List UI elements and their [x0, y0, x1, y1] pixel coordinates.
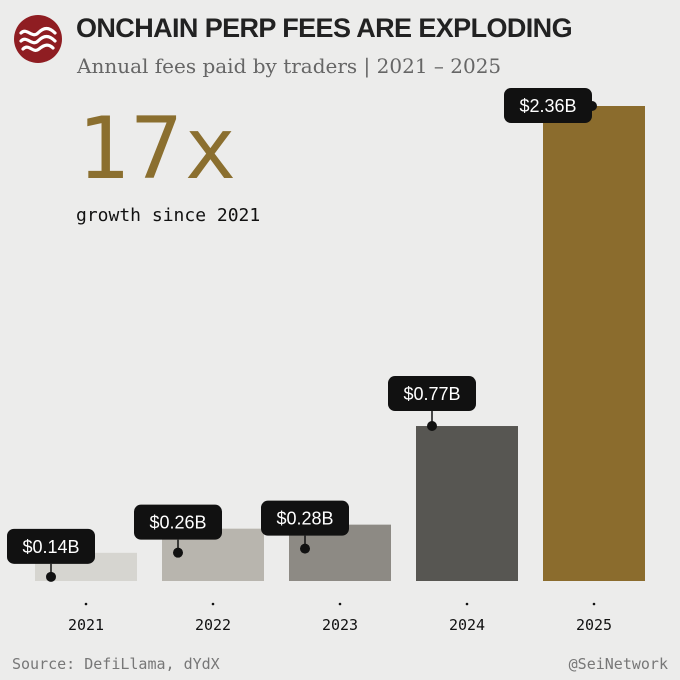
data-label: $0.26B — [149, 513, 206, 533]
data-label-box — [7, 528, 95, 564]
page-subtitle: Annual fees paid by traders | 2021 – 202… — [77, 54, 502, 78]
tick-label: 2025 — [576, 616, 612, 634]
tick-label: 2024 — [449, 616, 485, 634]
data-label-box — [504, 88, 592, 123]
data-label: $0.14B — [22, 537, 79, 557]
tick-label: 2021 — [68, 616, 104, 634]
marker-dot — [300, 543, 310, 554]
tick-dot — [84, 602, 88, 606]
data-label: $0.77B — [403, 384, 460, 404]
tick-dot — [465, 602, 469, 606]
bar-2024 — [416, 426, 518, 581]
marker-dot — [46, 571, 56, 582]
growth-multiplier: 17x — [77, 99, 239, 199]
data-label-box — [134, 504, 222, 540]
social-handle: @SeiNetwork — [568, 655, 668, 673]
source-note: Source: DefiLlama, dYdX — [12, 655, 220, 673]
sei-logo-icon — [14, 15, 62, 63]
data-label-box — [261, 500, 349, 536]
tick-dot — [338, 602, 342, 606]
growth-caption: growth since 2021 — [76, 205, 261, 226]
bar-2025 — [543, 106, 645, 581]
data-label: $0.28B — [276, 509, 333, 529]
tick-label: 2023 — [322, 616, 358, 634]
marker-dot — [427, 421, 437, 432]
data-label: $2.36B — [519, 96, 576, 116]
marker-dot — [173, 547, 183, 558]
tick-dot — [592, 602, 596, 606]
data-label-box — [388, 376, 476, 412]
tick-label: 2022 — [195, 616, 231, 634]
page-title: ONCHAIN PERP FEES ARE EXPLODING — [76, 13, 573, 43]
tick-dot — [211, 602, 215, 606]
